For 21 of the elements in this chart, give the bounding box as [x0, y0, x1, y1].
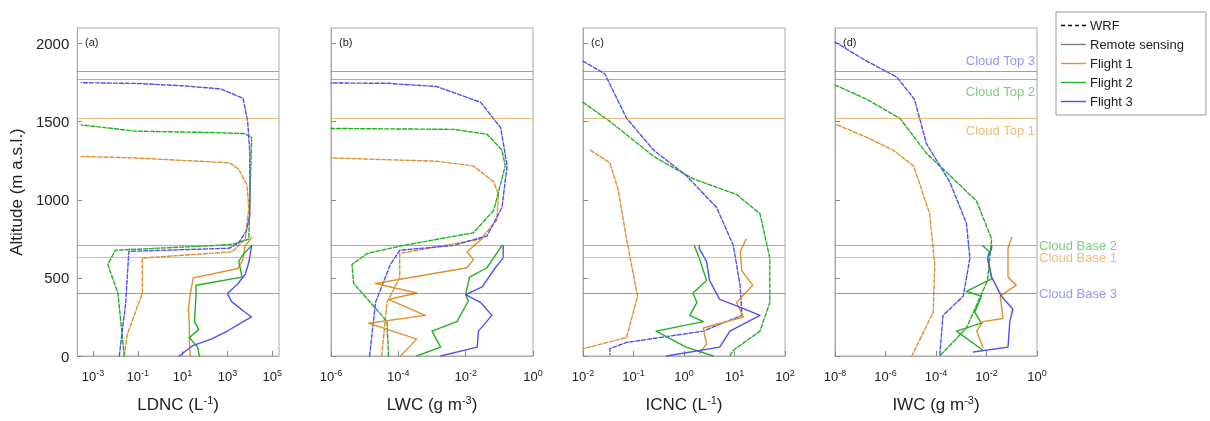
y-tick-label: 2000 [35, 35, 70, 53]
annotation: (d) [843, 35, 857, 48]
y-tick-label: 500 [44, 269, 70, 287]
annotation: (b) [339, 35, 353, 48]
ref-line-label: Cloud Base 3 [1039, 286, 1118, 302]
ref-line-label: Cloud Base 2 [1039, 237, 1118, 253]
annotation: (a) [85, 35, 99, 48]
legend-label: Flight 2 [1090, 75, 1133, 90]
text: WRF [1090, 18, 1120, 33]
legend-label: Flight 3 [1090, 94, 1133, 109]
y-tick-label: 0 [60, 347, 70, 365]
y-axis-title: Altitude (m a.s.l.) [7, 128, 26, 256]
ref-line-label: Cloud Base 1 [1039, 250, 1118, 266]
ref-line-label: Cloud Top 2 [965, 83, 1035, 99]
ref-line-label: Cloud Top 3 [965, 52, 1035, 68]
legend-label: Flight 1 [1090, 56, 1133, 71]
y-tick-label: 1500 [35, 113, 70, 131]
text: Remote sensing [1090, 37, 1184, 52]
y-tick-label: 1000 [35, 191, 70, 209]
ref-line-label: Cloud Top 1 [965, 122, 1035, 138]
annotation: (c) [591, 35, 604, 48]
